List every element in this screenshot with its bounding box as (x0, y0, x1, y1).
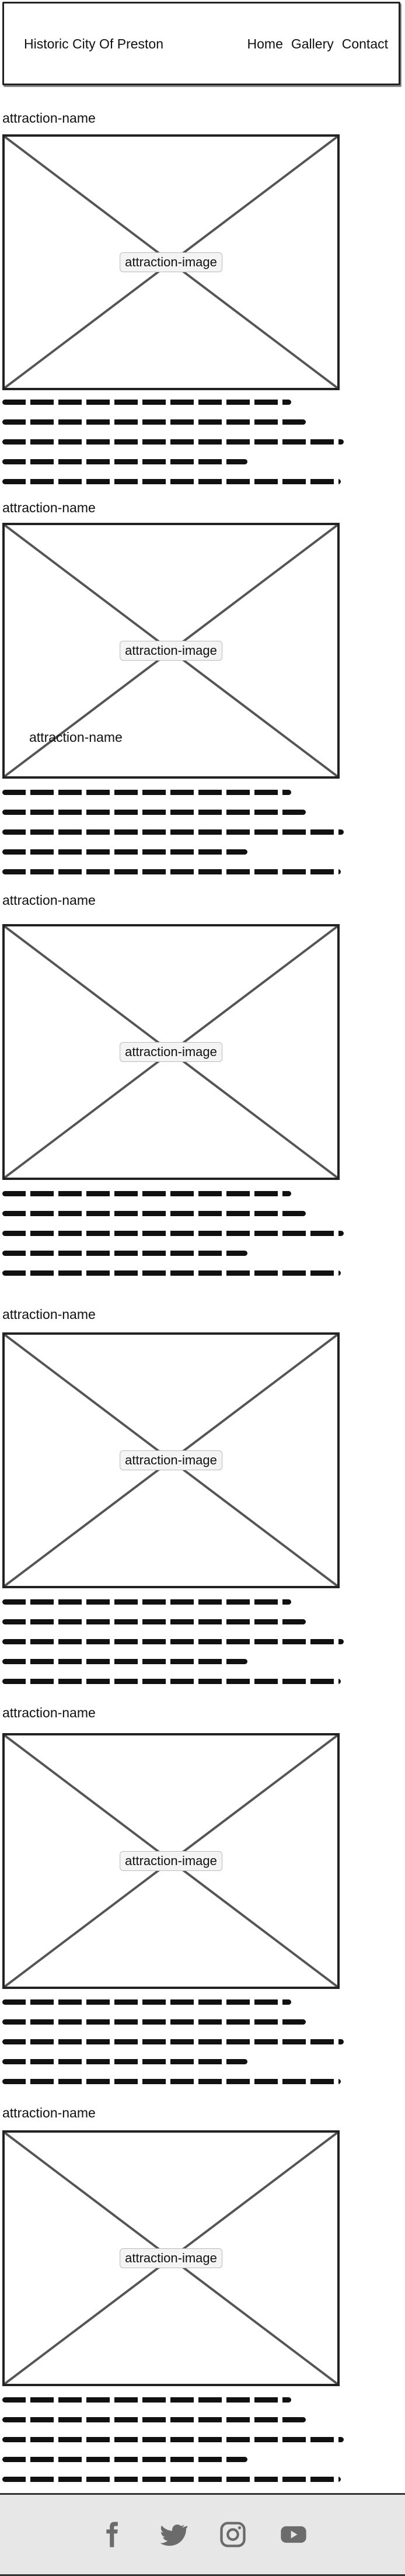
attraction-image-placeholder: attraction-image (2, 1733, 340, 1989)
attraction-image-label: attraction-image (120, 641, 222, 661)
site-title[interactable]: Historic City Of Preston (24, 36, 163, 51)
attraction-name: attraction-name (2, 110, 96, 126)
attraction-image-label: attraction-image (120, 252, 222, 272)
attraction-image-label: attraction-image (120, 1042, 222, 1062)
attraction-description (2, 1599, 347, 1699)
nav-contact-link[interactable]: Contact (341, 36, 388, 51)
instagram-icon[interactable] (214, 2516, 252, 2553)
site-header: Historic City Of Preston Home Gallery Co… (2, 2, 400, 85)
attraction-description (2, 2397, 347, 2497)
site-footer (0, 2493, 405, 2576)
nav-home-link[interactable]: Home (247, 36, 283, 51)
youtube-icon[interactable] (275, 2516, 312, 2553)
attraction-description (2, 1999, 347, 2099)
attraction-overlay-label: attraction-name (29, 730, 123, 745)
attraction-name: attraction-name (2, 1705, 96, 1720)
attraction-name: attraction-name (2, 2105, 96, 2120)
attraction-description (2, 400, 347, 499)
attraction-name: attraction-name (2, 1307, 96, 1322)
attraction-image-label: attraction-image (120, 1450, 222, 1470)
attraction-image-label: attraction-image (120, 2248, 222, 2268)
attraction-image-placeholder: attraction-image attraction-name (2, 523, 340, 779)
attraction-image-label: attraction-image (120, 1851, 222, 1871)
nav-gallery-link[interactable]: Gallery (291, 36, 334, 51)
attraction-description (2, 790, 347, 889)
main-nav: Home Gallery Contact (247, 36, 388, 52)
attraction-image-placeholder: attraction-image (2, 1332, 340, 1588)
attraction-image-placeholder: attraction-image (2, 2130, 340, 2386)
twitter-icon[interactable] (153, 2516, 191, 2553)
attraction-image-placeholder: attraction-image (2, 924, 340, 1180)
attraction-name: attraction-name (2, 500, 96, 515)
attraction-name: attraction-name (2, 893, 96, 908)
facebook-icon[interactable] (93, 2516, 130, 2553)
attraction-image-placeholder: attraction-image (2, 134, 340, 390)
attraction-description (2, 1191, 347, 1290)
